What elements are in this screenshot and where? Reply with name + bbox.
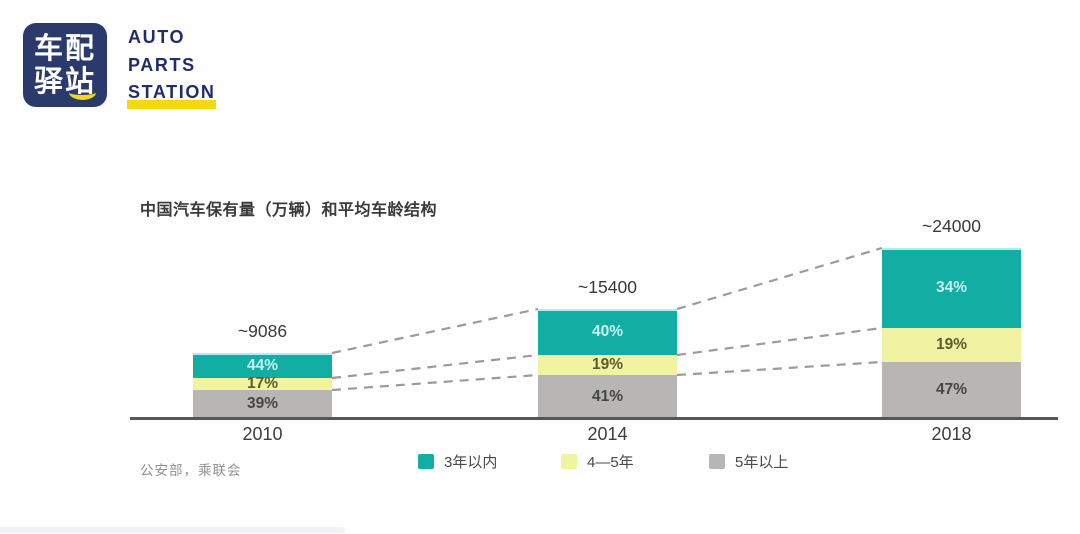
chart-title: 中国汽车保有量（万辆）和平均车龄结构 bbox=[140, 202, 438, 219]
segment-percent-label: 39% bbox=[246, 395, 279, 412]
x-axis-category-label: 2010 bbox=[242, 424, 283, 444]
bar-total-label: ~15400 bbox=[578, 277, 637, 297]
dashed-connector-line bbox=[331, 307, 539, 355]
x-axis-category-label: 2018 bbox=[931, 424, 972, 444]
segment-percent-label: 40% bbox=[591, 323, 624, 340]
bar-segment-4—5年: 19% bbox=[882, 328, 1021, 362]
bar-segment-5年以上: 47% bbox=[882, 362, 1021, 418]
legend-swatch-icon bbox=[561, 454, 577, 469]
bar-segment-3年以内: 44% bbox=[193, 353, 332, 378]
legend-item-4—5年: 4—5年 bbox=[561, 451, 634, 472]
legend-swatch-icon bbox=[709, 454, 725, 469]
dashed-connector-line bbox=[676, 360, 883, 377]
segment-percent-label: 34% bbox=[935, 279, 968, 296]
segment-percent-label: 17% bbox=[246, 375, 279, 392]
bar-total-label: ~24000 bbox=[922, 216, 981, 236]
segment-percent-label: 19% bbox=[591, 356, 624, 373]
bar-segment-3年以内: 40% bbox=[538, 309, 677, 355]
source-note: 公安部，乘联会 bbox=[140, 463, 242, 478]
legend-label: 3年以内 bbox=[444, 454, 498, 471]
segment-percent-label: 47% bbox=[935, 381, 968, 398]
bar-segment-5年以上: 39% bbox=[193, 390, 332, 418]
segment-percent-label: 41% bbox=[591, 387, 624, 405]
legend-item-5年以上: 5年以上 bbox=[709, 451, 788, 472]
dashed-connector-line bbox=[676, 326, 883, 357]
logo-smile-underline-icon bbox=[69, 85, 96, 100]
legend-item-3年以内: 3年以内 bbox=[418, 451, 497, 472]
wordmark-line1: AUTO bbox=[128, 27, 186, 47]
bar-total-label: ~9086 bbox=[237, 321, 288, 341]
legend-label: 5年以上 bbox=[735, 454, 789, 471]
segment-percent-label: 19% bbox=[935, 336, 968, 353]
logo-text-line1: 车配 bbox=[33, 31, 96, 65]
wordmark-line3: STATION bbox=[128, 82, 216, 102]
bar-segment-4—5年: 19% bbox=[538, 355, 677, 375]
x-axis-category-label: 2014 bbox=[587, 424, 628, 444]
wordmark-yellow-underline bbox=[127, 100, 216, 109]
brand-wordmark: AUTO PARTS STATION bbox=[128, 24, 216, 107]
dashed-connector-line bbox=[676, 246, 883, 311]
x-axis-line bbox=[130, 417, 1058, 420]
bottom-left-strip bbox=[0, 527, 345, 533]
wordmark-line2: PARTS bbox=[128, 54, 196, 75]
legend-swatch-icon bbox=[418, 454, 434, 469]
legend-label: 4—5年 bbox=[587, 454, 634, 471]
bar-segment-4—5年: 17% bbox=[193, 375, 332, 392]
segment-percent-label: 44% bbox=[246, 356, 279, 374]
dashed-connector-line bbox=[331, 373, 539, 392]
bar-segment-3年以内: 34% bbox=[882, 248, 1021, 328]
bar-segment-5年以上: 41% bbox=[538, 375, 677, 418]
dashed-connector-line bbox=[331, 353, 539, 380]
brand-logo: 车配 驿站 bbox=[23, 23, 107, 107]
